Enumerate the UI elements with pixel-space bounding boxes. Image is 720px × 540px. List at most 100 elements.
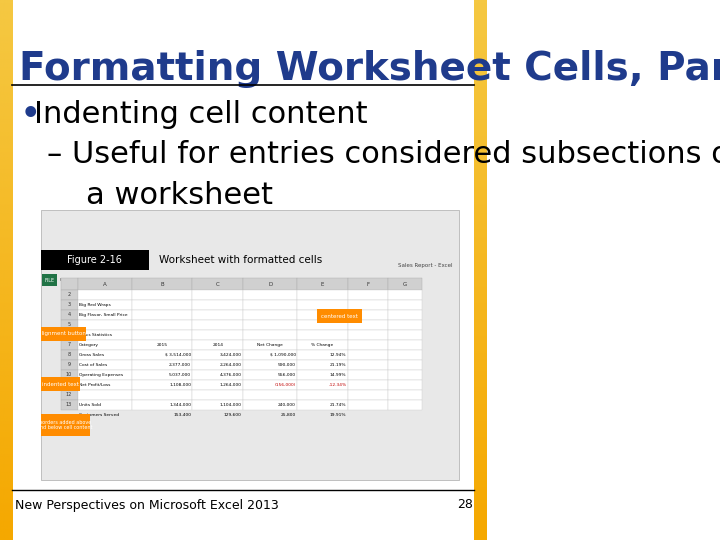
FancyBboxPatch shape	[297, 400, 348, 410]
Text: 9: 9	[68, 362, 71, 368]
Text: 5: 5	[68, 322, 71, 327]
Text: 5,037,000: 5,037,000	[169, 373, 191, 377]
FancyBboxPatch shape	[60, 290, 78, 300]
FancyBboxPatch shape	[348, 350, 388, 360]
FancyBboxPatch shape	[348, 310, 388, 320]
Text: 8: 8	[68, 353, 71, 357]
Text: Net Change: Net Change	[257, 343, 283, 347]
Text: 12.94%: 12.94%	[330, 353, 346, 357]
FancyBboxPatch shape	[243, 320, 297, 330]
Text: PAGE LAYOUT: PAGE LAYOUT	[82, 278, 110, 282]
FancyBboxPatch shape	[132, 310, 192, 320]
FancyBboxPatch shape	[348, 360, 388, 370]
FancyBboxPatch shape	[41, 377, 80, 391]
FancyBboxPatch shape	[297, 370, 348, 380]
FancyBboxPatch shape	[60, 400, 78, 410]
FancyBboxPatch shape	[243, 290, 297, 300]
FancyBboxPatch shape	[192, 400, 243, 410]
FancyBboxPatch shape	[297, 330, 348, 340]
Text: 21.74%: 21.74%	[330, 403, 346, 407]
FancyBboxPatch shape	[348, 330, 388, 340]
FancyBboxPatch shape	[388, 278, 422, 290]
Text: FORMULAS: FORMULAS	[105, 278, 128, 282]
FancyBboxPatch shape	[192, 320, 243, 330]
FancyBboxPatch shape	[388, 350, 422, 360]
FancyBboxPatch shape	[41, 414, 90, 436]
Text: New Perspectives on Microsoft Excel 2013: New Perspectives on Microsoft Excel 2013	[15, 498, 279, 511]
FancyBboxPatch shape	[132, 370, 192, 380]
FancyBboxPatch shape	[192, 380, 243, 390]
Text: 10: 10	[66, 373, 72, 377]
Text: 1,108,000: 1,108,000	[169, 383, 191, 387]
FancyBboxPatch shape	[60, 340, 78, 350]
Text: Formatting Worksheet Cells, Part 3: Formatting Worksheet Cells, Part 3	[19, 50, 720, 88]
FancyBboxPatch shape	[42, 274, 57, 286]
FancyBboxPatch shape	[78, 400, 132, 410]
Text: Gross Sales: Gross Sales	[79, 353, 104, 357]
FancyBboxPatch shape	[388, 380, 422, 390]
Text: (156,000): (156,000)	[274, 383, 296, 387]
Text: 1,104,000: 1,104,000	[220, 403, 242, 407]
Text: 240,000: 240,000	[278, 403, 296, 407]
Text: 3,424,000: 3,424,000	[220, 353, 242, 357]
Text: 2015: 2015	[156, 343, 168, 347]
FancyBboxPatch shape	[388, 400, 422, 410]
FancyBboxPatch shape	[60, 380, 78, 390]
Text: 6: 6	[68, 333, 71, 338]
Text: indented text: indented text	[42, 381, 78, 387]
FancyBboxPatch shape	[297, 300, 348, 310]
Text: REVIEW: REVIEW	[132, 278, 148, 282]
FancyBboxPatch shape	[348, 380, 388, 390]
FancyBboxPatch shape	[40, 210, 459, 480]
Text: borders added above
and below cell content: borders added above and below cell conte…	[37, 420, 93, 430]
FancyBboxPatch shape	[132, 400, 192, 410]
FancyBboxPatch shape	[348, 390, 388, 400]
FancyBboxPatch shape	[132, 390, 192, 400]
Text: Big Red Wraps: Big Red Wraps	[79, 303, 111, 307]
Text: $ 3,514,000: $ 3,514,000	[165, 353, 191, 357]
Text: 12: 12	[66, 393, 72, 397]
Text: alignment buttons: alignment buttons	[38, 332, 89, 336]
Text: 13: 13	[66, 402, 72, 408]
FancyBboxPatch shape	[297, 350, 348, 360]
FancyBboxPatch shape	[192, 310, 243, 320]
FancyBboxPatch shape	[243, 278, 297, 290]
FancyBboxPatch shape	[192, 330, 243, 340]
FancyBboxPatch shape	[388, 290, 422, 300]
FancyBboxPatch shape	[243, 360, 297, 370]
FancyBboxPatch shape	[60, 320, 78, 330]
Text: centered text: centered text	[320, 314, 358, 319]
FancyBboxPatch shape	[348, 400, 388, 410]
Text: 4: 4	[68, 313, 71, 318]
Text: 590,000: 590,000	[278, 363, 296, 367]
Text: 1,264,000: 1,264,000	[220, 383, 242, 387]
Text: 25,800: 25,800	[281, 413, 296, 417]
FancyBboxPatch shape	[388, 320, 422, 330]
FancyBboxPatch shape	[348, 340, 388, 350]
FancyBboxPatch shape	[132, 340, 192, 350]
FancyBboxPatch shape	[348, 300, 388, 310]
FancyBboxPatch shape	[388, 340, 422, 350]
Text: 21.19%: 21.19%	[330, 363, 346, 367]
Text: E: E	[321, 281, 324, 287]
FancyBboxPatch shape	[297, 310, 348, 320]
FancyBboxPatch shape	[78, 390, 132, 400]
Text: DATA: DATA	[122, 278, 133, 282]
Text: B: B	[161, 281, 164, 287]
FancyBboxPatch shape	[297, 340, 348, 350]
FancyBboxPatch shape	[132, 300, 192, 310]
FancyBboxPatch shape	[192, 300, 243, 310]
Text: Operating Expenses: Operating Expenses	[79, 373, 123, 377]
FancyBboxPatch shape	[192, 278, 243, 290]
FancyBboxPatch shape	[60, 330, 78, 340]
Text: 3: 3	[68, 302, 71, 307]
Text: -12.34%: -12.34%	[328, 383, 346, 387]
FancyBboxPatch shape	[41, 327, 86, 341]
Text: – Useful for entries considered subsections of
    a worksheet: – Useful for entries considered subsecti…	[48, 140, 720, 210]
Text: Sales Report - Excel: Sales Report - Excel	[398, 262, 453, 267]
FancyBboxPatch shape	[78, 278, 132, 290]
FancyBboxPatch shape	[78, 320, 132, 330]
Text: 7: 7	[68, 342, 71, 348]
Text: C: C	[216, 281, 220, 287]
FancyBboxPatch shape	[78, 360, 132, 370]
